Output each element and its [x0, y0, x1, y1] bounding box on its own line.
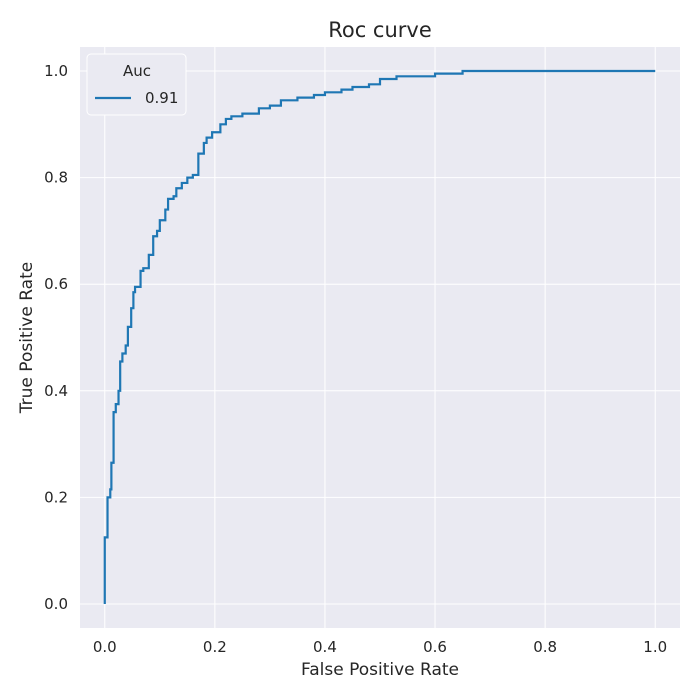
tick-labels: 0.0 0.2 0.4 0.6 0.8 1.0 0.0 0.2 0.4 0.6 0.8 1.0: [44, 62, 667, 656]
plot-area: [80, 47, 680, 628]
y-tick-label: 1.0: [44, 62, 68, 80]
legend-title: Auc: [123, 62, 151, 80]
y-tick-label: 0.2: [44, 488, 68, 506]
legend-entry-label: 0.91: [145, 89, 178, 107]
x-tick-label: 0.0: [93, 638, 117, 656]
x-tick-label: 0.6: [423, 638, 447, 656]
roc-curve-line: [103, 69, 656, 605]
x-tick-label: 0.4: [313, 638, 337, 656]
y-tick-label: 0.8: [44, 169, 68, 187]
x-tick-label: 0.8: [533, 638, 557, 656]
y-axis-label: True Positive Rate: [17, 262, 37, 414]
chart-title: Roc curve: [328, 18, 432, 42]
x-tick-label: 0.2: [203, 638, 227, 656]
legend: Auc 0.91: [86, 53, 187, 116]
y-tick-label: 0.0: [44, 595, 68, 613]
legend-box: [86, 53, 187, 116]
series-layer: [103, 69, 656, 605]
x-tick-label: 1.0: [643, 638, 667, 656]
x-axis-label: False Positive Rate: [301, 660, 459, 680]
y-tick-label: 0.4: [44, 382, 68, 400]
y-tick-label: 0.6: [44, 275, 68, 293]
